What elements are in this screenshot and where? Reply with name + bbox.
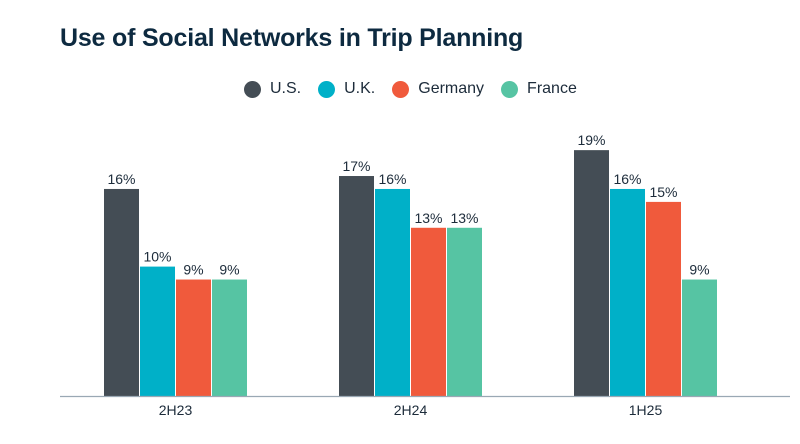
legend-item-germany: Germany (392, 80, 484, 98)
data-label: 16% (107, 171, 135, 187)
bar-1H25-U.S. (574, 150, 609, 396)
bar-1H25-U.K. (610, 188, 645, 396)
data-label: 19% (577, 132, 605, 148)
bar-2H24-U.K. (375, 188, 410, 396)
bar-1H25-France (682, 279, 717, 396)
data-label: 9% (689, 262, 709, 278)
bar-2H23-France (212, 279, 247, 396)
bar-2H24-France (447, 227, 482, 396)
data-label: 16% (378, 171, 406, 187)
data-label: 16% (613, 171, 641, 187)
legend-item-us: U.S. (244, 80, 301, 98)
data-label: 15% (649, 184, 677, 200)
legend-swatch (392, 80, 410, 98)
legend-swatch (244, 80, 261, 98)
legend: U.S. U.K. Germany France (244, 80, 594, 98)
chart-title: Use of Social Networks in Trip Planning (60, 24, 524, 52)
legend-item-france: France (501, 80, 577, 98)
bar-2H23-U.S. (104, 188, 139, 396)
data-label: 17% (342, 158, 370, 174)
legend-swatch (318, 80, 336, 98)
x-tick-label: 1H25 (629, 402, 663, 418)
legend-item-uk: U.K. (318, 80, 375, 98)
bar-2H24-Germany (411, 227, 446, 396)
legend-label: U.K. (344, 80, 376, 97)
legend-label: U.S. (270, 80, 302, 97)
data-label: 9% (183, 262, 203, 278)
data-label: 13% (450, 210, 478, 226)
bar-2H23-Germany (176, 279, 211, 396)
data-label: 13% (414, 210, 442, 226)
legend-label: Germany (418, 80, 485, 97)
data-label: 9% (219, 262, 239, 278)
data-label: 10% (143, 249, 171, 265)
bar-2H23-U.K. (140, 266, 175, 396)
bar-2H24-U.S. (339, 176, 374, 396)
bar-1H25-Germany (646, 201, 681, 396)
x-tick-label: 2H23 (159, 402, 193, 418)
legend-label: France (527, 80, 577, 97)
x-tick-label: 2H24 (394, 402, 428, 418)
legend-swatch (501, 80, 519, 98)
